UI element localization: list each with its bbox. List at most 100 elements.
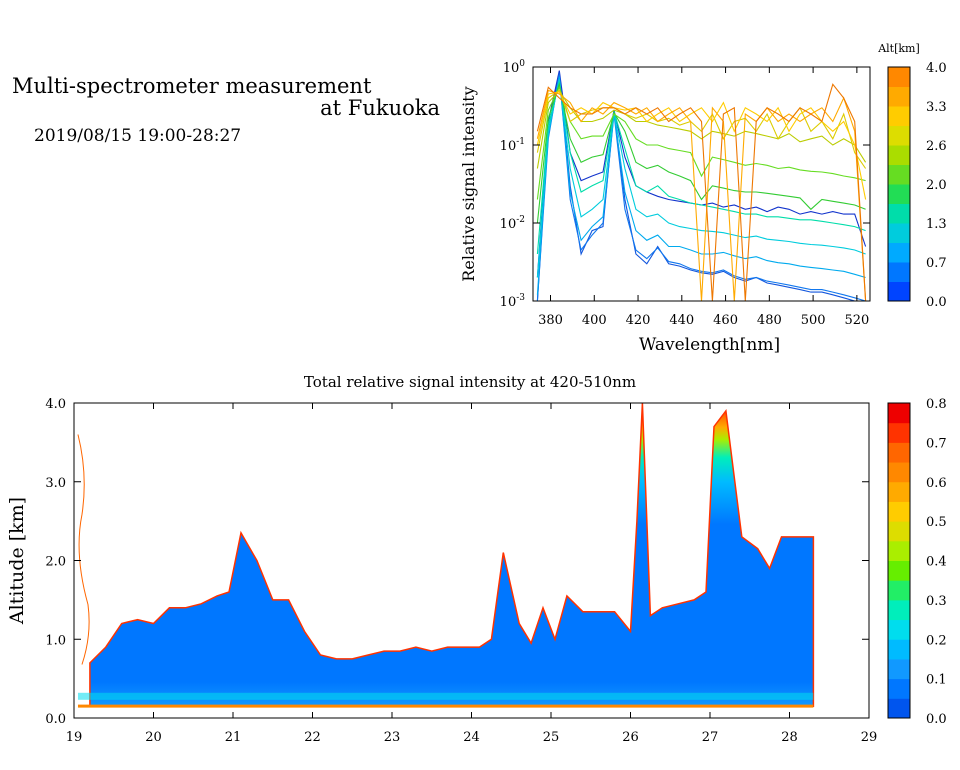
- y-axis-label: Altitude [km]: [6, 497, 28, 625]
- y-axis-label: Relative signal intensity: [459, 86, 478, 281]
- colorbar-swatch: [888, 639, 910, 660]
- colorbar-tick-label: 0.6: [926, 476, 947, 491]
- colorbar-swatch: [888, 560, 910, 581]
- spectrum-line-6: [536, 82, 866, 224]
- colorbar-tick-label: 2.0: [926, 178, 947, 193]
- x-tick-label: 420: [626, 313, 651, 328]
- colorbar-swatch: [888, 184, 910, 204]
- spectrum-line-12: [536, 83, 867, 301]
- colorbar-tick-label: 0.1: [926, 673, 947, 688]
- x-tick-label: 24: [463, 730, 480, 745]
- colorbar-swatch: [888, 599, 910, 621]
- x-tick-label: 29: [861, 730, 878, 745]
- intensity-field: [89, 402, 815, 707]
- colorbar-tick-label: 0.7: [926, 436, 947, 451]
- spectrum-line-9: [536, 89, 867, 169]
- heatmap-title: Total relative signal intensity at 420-5…: [304, 373, 636, 391]
- colorbar-tick-label: 3.3: [926, 100, 947, 115]
- colorbar-frame: [887, 66, 911, 302]
- x-tick-label: 500: [801, 313, 826, 328]
- spectrum-line-1: [536, 72, 866, 301]
- colorbar-swatch: [888, 658, 910, 680]
- spectrum-line-2: [536, 74, 866, 301]
- colorbar-tick-label: 2.6: [926, 139, 947, 154]
- x-tick-label: 28: [781, 730, 798, 745]
- x-tick-label: 480: [757, 313, 782, 328]
- colorbar-swatch: [888, 67, 910, 87]
- spectrum-line-4: [536, 78, 866, 278]
- y-tick-label: 4.0: [45, 397, 66, 412]
- y-tick-label: 3.0: [45, 476, 66, 491]
- y-tick-label: 10-3: [500, 293, 526, 310]
- colorbar-swatch: [888, 422, 910, 443]
- ground-band: [77, 704, 814, 708]
- spectrum-line-3: [536, 76, 866, 295]
- x-tick-label: 22: [304, 730, 321, 745]
- x-tick-label: 520: [844, 313, 869, 328]
- spectra-lines: [536, 70, 867, 301]
- x-tick-label: 400: [582, 313, 607, 328]
- colorbar-tick-label: 0.7: [926, 256, 947, 271]
- spectrum-line-7: [536, 85, 866, 200]
- colorbar-tick-label: 0.4: [926, 555, 947, 570]
- chart-title-line-2: at Fukuoka: [320, 96, 440, 120]
- x-tick-label: 27: [702, 730, 719, 745]
- colorbar-tick-label: 0.8: [926, 397, 947, 412]
- colorbar-swatch: [888, 281, 910, 302]
- colorbar-swatch: [888, 86, 910, 107]
- colorbar-tick-label: 1.3: [926, 217, 947, 232]
- colorbar-swatch: [888, 164, 910, 185]
- colorbar-swatch: [888, 481, 910, 502]
- colorbar-frame: [887, 402, 911, 719]
- x-tick-label: 460: [713, 313, 738, 328]
- x-tick-label: 21: [225, 730, 242, 745]
- colorbar-swatch: [888, 242, 910, 263]
- colorbar-tick-label: 0.5: [926, 515, 947, 530]
- x-tick-label: 19: [66, 730, 83, 745]
- x-tick-label: 25: [543, 730, 560, 745]
- colorbar-swatch: [888, 462, 910, 483]
- colorbar-swatch: [888, 403, 910, 424]
- y-tick-label: 10-2: [500, 215, 525, 232]
- colorbar-tick-label: 0.2: [926, 633, 947, 648]
- colorbar-swatch: [888, 442, 910, 463]
- colorbar-tick-label: 4.0: [926, 61, 947, 76]
- colorbar-swatch: [888, 619, 910, 640]
- colorbar-title: Alt[km]: [877, 42, 920, 55]
- noise-contour: [77, 434, 90, 665]
- spectrum-line-8: [536, 89, 867, 169]
- low-level-band: [77, 692, 814, 700]
- y-tick-label: 100: [503, 59, 526, 76]
- spectrum-line-chart: 380 400 420 440 460 480 500 520 10-3 10-2 10-1 100 W…: [459, 42, 947, 355]
- colorbar-swatch: [888, 540, 910, 561]
- chart-title-line-1: Multi-spectrometer measurement: [12, 74, 372, 98]
- y-tick-label: 0.0: [45, 712, 66, 727]
- y-tick-label: 1.0: [45, 633, 66, 648]
- x-tick-label: 20: [145, 730, 162, 745]
- x-tick-label: 26: [622, 730, 639, 745]
- x-tick-label: 23: [384, 730, 401, 745]
- colorbar-tick-label: 0.0: [926, 295, 947, 310]
- y-tick-label: 10-1: [500, 137, 525, 154]
- spectrum-line-10: [536, 91, 867, 200]
- colorbar-swatch: [888, 203, 910, 224]
- colorbar-swatch: [888, 698, 910, 719]
- spectrum-line-5: [536, 81, 866, 255]
- y-tick-label: 2.0: [45, 555, 66, 570]
- colorbar-tick-label: 0.3: [926, 594, 947, 609]
- measurement-datetime: 2019/08/15 19:00-28:27: [34, 126, 242, 146]
- colorbar-swatch: [888, 678, 910, 699]
- colorbar-swatch: [888, 125, 910, 146]
- colorbar-swatch: [888, 106, 910, 126]
- colorbar-swatch: [888, 521, 910, 542]
- spectrum-plot-frame: [532, 66, 871, 302]
- colorbar-swatch: [888, 501, 910, 522]
- colorbar-swatch: [888, 580, 910, 601]
- colorbar-swatch: [888, 262, 910, 282]
- altitude-heatmap-chart: 19 20 21 22 23 24 25 26 27 28 29 0.0 1.0 2.0 3.0 4.0 Tot…: [6, 373, 947, 745]
- colorbar-tick-label: 0.0: [926, 712, 947, 727]
- colorbar-swatch: [888, 145, 910, 165]
- x-tick-label: 380: [538, 313, 563, 328]
- x-tick-label: 440: [669, 313, 694, 328]
- colorbar-swatch: [888, 223, 910, 243]
